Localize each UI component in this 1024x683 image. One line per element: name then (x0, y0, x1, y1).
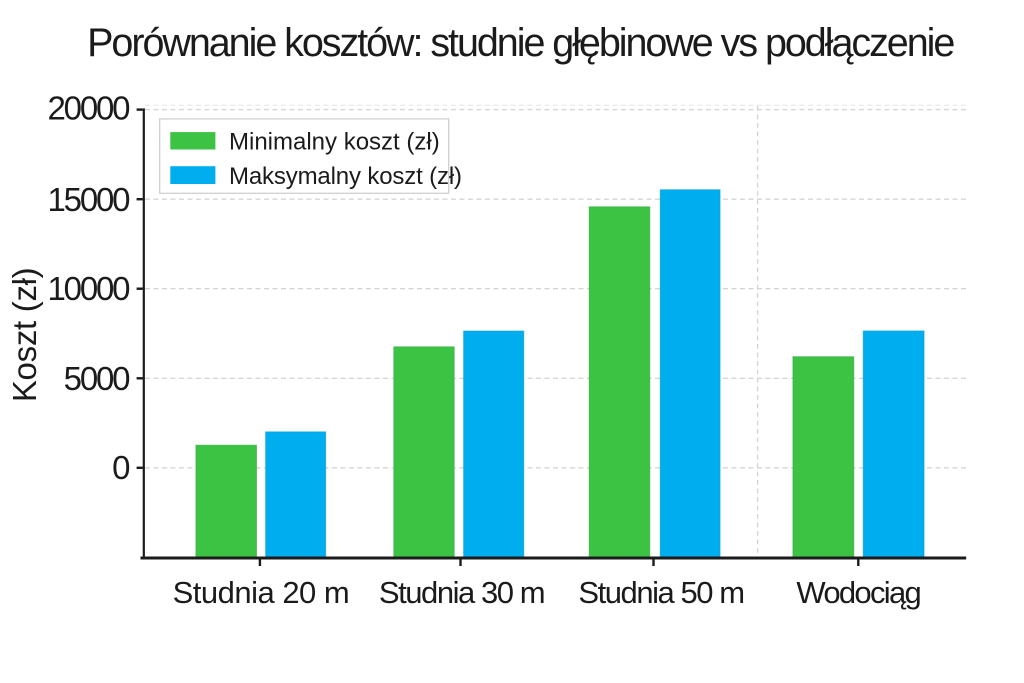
svg-text:Koszt (zł): Koszt (zł) (6, 268, 43, 403)
svg-text:10000: 10000 (48, 270, 131, 307)
svg-text:Maksymalny koszt (zł): Maksymalny koszt (zł) (229, 163, 462, 190)
svg-text:Studnia 50 m: Studnia 50 m (578, 575, 743, 610)
svg-text:Wodociąg: Wodociąg (796, 575, 920, 610)
svg-text:Porównanie kosztów: studnie gł: Porównanie kosztów: studnie głębinowe vs… (87, 21, 954, 65)
svg-text:5000: 5000 (64, 360, 130, 397)
svg-text:20000: 20000 (48, 90, 131, 127)
svg-text:Studnia 20 m: Studnia 20 m (173, 575, 350, 610)
svg-text:15000: 15000 (48, 181, 131, 218)
svg-text:0: 0 (112, 449, 130, 486)
svg-text:Minimalny koszt (zł): Minimalny koszt (zł) (229, 129, 440, 156)
svg-text:Studnia 30 m: Studnia 30 m (379, 575, 544, 610)
